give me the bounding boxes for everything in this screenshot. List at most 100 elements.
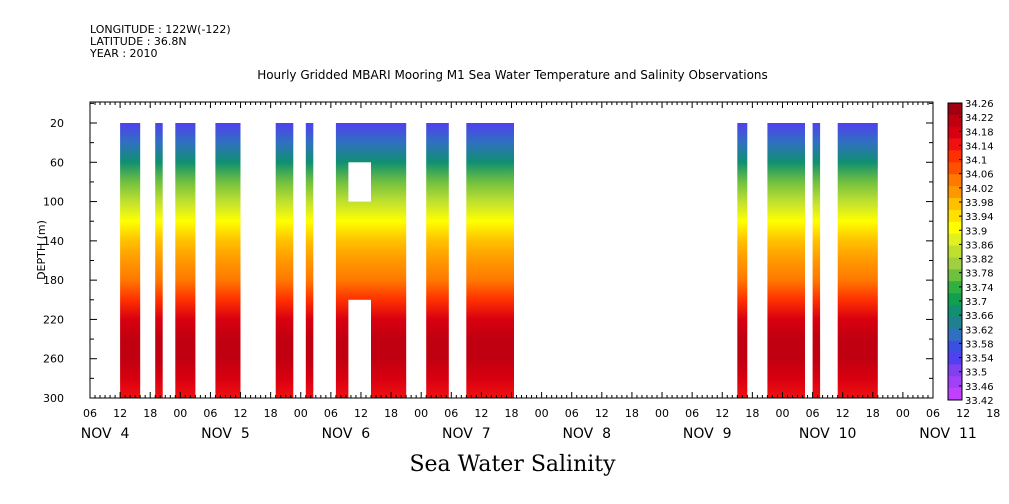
colorbar-label: 33.62 [965, 325, 994, 336]
x-tick-label: 12 [836, 407, 850, 420]
plot-area [120, 123, 878, 398]
colorbar-label: 33.58 [965, 339, 994, 350]
y-tick-label: 60 [50, 156, 64, 169]
colorbar-swatch [948, 388, 962, 401]
colorbar-swatch [948, 304, 962, 318]
colorbar-label: 33.46 [965, 382, 994, 393]
x-tick-label: 00 [173, 407, 187, 420]
colorbar-label: 33.74 [965, 283, 994, 294]
colorbar-label: 33.42 [965, 396, 994, 407]
x-day-label: NOV 11 [919, 426, 977, 442]
colorbar-swatch [948, 209, 962, 223]
colorbar-swatch [948, 114, 962, 128]
x-tick-label: 06 [203, 407, 217, 420]
colorbar-label: 33.66 [965, 311, 994, 322]
colorbar-swatch [948, 126, 962, 139]
colorbar-label: 34.02 [965, 184, 994, 195]
y-tick-label: 140 [43, 235, 64, 248]
colorbar-label: 34.14 [965, 141, 994, 152]
y-tick-label: 100 [43, 196, 64, 209]
colorbar-swatch [948, 293, 962, 306]
data-column [275, 123, 294, 398]
x-tick-label: 00 [775, 407, 789, 420]
colorbar-label: 34.18 [965, 127, 994, 138]
colorbar-swatch [948, 233, 962, 246]
x-tick-label: 06 [324, 407, 338, 420]
colorbar-label: 33.7 [965, 297, 987, 308]
data-column [335, 123, 407, 398]
colorbar-label: 33.94 [965, 212, 994, 223]
colorbar-label: 33.78 [965, 269, 994, 280]
x-tick-label: 18 [986, 407, 1000, 420]
x-tick-label: 00 [294, 407, 308, 420]
data-column [812, 123, 821, 398]
colorbar-swatch [948, 186, 962, 199]
x-tick-label: 18 [745, 407, 759, 420]
data-column [120, 123, 141, 398]
x-tick-label: 00 [655, 407, 669, 420]
data-column [305, 123, 314, 398]
colorbar-label: 34.06 [965, 170, 994, 181]
year-label: YEAR : 2010 [90, 47, 158, 60]
colorbar-swatch [948, 316, 962, 330]
colorbar-swatch [948, 257, 962, 270]
colorbar-label: 33.98 [965, 198, 994, 209]
variable-title-text: Sea Water Salinity [409, 452, 616, 477]
colorbar-label: 33.5 [965, 368, 987, 379]
colorbar-swatch [948, 245, 962, 258]
colorbar-label: 33.86 [965, 240, 994, 251]
data-gap [348, 299, 371, 398]
x-tick-label: 12 [715, 407, 729, 420]
x-day-label: NOV 9 [683, 426, 732, 442]
colorbar-swatch [948, 269, 962, 282]
colorbar-swatch [948, 376, 962, 389]
colorbar-label: 33.9 [965, 226, 987, 237]
y-tick-label: 220 [43, 313, 64, 326]
longitude-label: LONGITUDE : 122W(-122) [90, 23, 231, 36]
colorbar-swatch [948, 150, 962, 163]
x-tick-label: 00 [896, 407, 910, 420]
x-day-label: NOV 10 [799, 426, 857, 442]
chart-title-text: Hourly Gridded MBARI Mooring M1 Sea Wate… [257, 68, 768, 82]
chart-title: Hourly Gridded MBARI Mooring M1 Sea Wate… [0, 68, 1009, 82]
colorbar-label: 33.82 [965, 255, 994, 266]
x-tick-label: 00 [414, 407, 428, 420]
colorbar-swatch [948, 340, 962, 353]
x-tick-label: 12 [234, 407, 248, 420]
x-tick-label: 12 [113, 407, 127, 420]
x-tick-label: 06 [806, 407, 820, 420]
x-tick-label: 06 [565, 407, 579, 420]
data-column [837, 123, 878, 398]
x-day-label: NOV 4 [81, 426, 130, 442]
data-column [155, 123, 163, 398]
colorbar-swatch [948, 198, 962, 211]
colorbar-swatch [948, 328, 962, 341]
location-metadata: LONGITUDE : 122W(-122) LATITUDE : 36.8N … [90, 24, 231, 60]
colorbar-swatch [948, 364, 962, 377]
x-day-label: NOV 7 [442, 426, 491, 442]
y-tick-label: 20 [50, 117, 64, 130]
x-tick-label: 06 [83, 407, 97, 420]
x-tick-label: 18 [866, 407, 880, 420]
axes: 06 12 18 00 06 12 18 00 06 12 18 00 06 12 18 00 06 12 18 00… [43, 101, 1000, 442]
colorbar-swatch [948, 103, 962, 116]
x-tick-label: 06 [926, 407, 940, 420]
variable-title: Sea Water Salinity [0, 452, 1009, 477]
x-tick-label: 18 [384, 407, 398, 420]
x-day-label: NOV 8 [562, 426, 611, 442]
x-tick-label: 00 [535, 407, 549, 420]
y-tick-label: 300 [43, 392, 64, 405]
colorbar-swatch [948, 221, 962, 234]
colorbar-label: 34.26 [965, 99, 994, 110]
data-column [215, 123, 241, 398]
colorbar-label: 34.22 [965, 113, 994, 124]
x-tick-label: 12 [595, 407, 609, 420]
colorbar-swatch [948, 162, 962, 175]
data-column [466, 123, 514, 398]
x-day-label: NOV 6 [322, 426, 371, 442]
data-column [767, 123, 805, 398]
data-column [426, 123, 449, 398]
latitude-label: LATITUDE : 36.8N [90, 35, 187, 48]
x-tick-label: 12 [474, 407, 488, 420]
